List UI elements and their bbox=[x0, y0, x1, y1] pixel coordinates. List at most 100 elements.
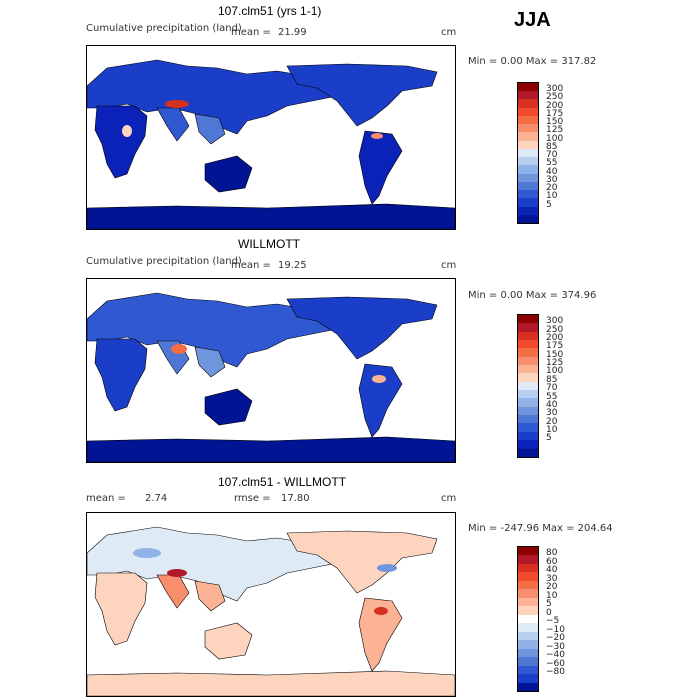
colorbar-tick-label: −30 bbox=[546, 641, 565, 652]
colorbar-swatch bbox=[518, 589, 538, 598]
panel2-mean-value: 19.25 bbox=[278, 260, 307, 271]
amazon-wet-spot bbox=[372, 375, 386, 383]
colorbar-swatch bbox=[518, 614, 538, 624]
colorbar-tick-label: 55 bbox=[546, 158, 558, 169]
colorbar-swatch bbox=[518, 198, 538, 207]
amazon-bias-spot bbox=[374, 607, 388, 615]
colorbar-tick-label: 40 bbox=[546, 399, 558, 410]
panel3-mean-label: mean = bbox=[86, 493, 126, 504]
eurasia-landmass bbox=[87, 526, 338, 602]
se-asia-landmass bbox=[194, 580, 226, 612]
season-label: JJA bbox=[514, 9, 551, 31]
colorbar-tick-label: 5 bbox=[546, 599, 552, 610]
north-america-landmass bbox=[286, 296, 438, 360]
panel2-units: cm bbox=[441, 260, 457, 271]
colorbar-tick-label: 30 bbox=[546, 573, 558, 584]
panel2-minmax: Min = 0.00 Max = 374.96 bbox=[468, 290, 597, 301]
colorbar-swatch bbox=[518, 107, 538, 116]
panel3-map-svg bbox=[87, 526, 455, 696]
colorbar-swatch bbox=[518, 572, 538, 581]
panel3-title: 107.clm51 - WILLMOTT bbox=[218, 475, 347, 489]
colorbar-tick-label: 60 bbox=[546, 556, 558, 567]
colorbar-swatch bbox=[518, 657, 538, 666]
colorbar-swatch bbox=[518, 398, 538, 407]
colorbar-swatch bbox=[518, 440, 538, 449]
colorbar-tick-label: −20 bbox=[546, 633, 565, 644]
colorbar-tick-label: 30 bbox=[546, 174, 558, 185]
antarctica-landmass bbox=[87, 436, 455, 462]
colorbar-tick-label: −80 bbox=[546, 667, 565, 678]
colorbar-swatch bbox=[518, 555, 538, 564]
colorbar-swatch bbox=[518, 83, 538, 92]
panel2-colorbar-labels: 300 250 200 175 150 125 100 85 70 55 40 30 20 10 5 bbox=[546, 314, 586, 456]
colorbar-tick-label: 10 bbox=[546, 590, 558, 601]
colorbar-tick-label: 100 bbox=[546, 133, 564, 144]
panel2-map-svg bbox=[87, 292, 455, 462]
se-asia-landmass bbox=[194, 346, 226, 378]
eurasia-landmass bbox=[87, 59, 338, 135]
monsoon-hotspot bbox=[171, 344, 187, 354]
colorbar-swatch bbox=[518, 631, 538, 641]
colorbar-swatch bbox=[518, 580, 538, 590]
africa-landmass bbox=[94, 572, 148, 646]
colorbar-swatch bbox=[518, 315, 538, 324]
colorbar-swatch bbox=[518, 640, 538, 649]
panel1-colorbar-labels: 300 250 200 175 150 125 100 85 70 55 40 30 20 10 5 bbox=[546, 82, 586, 222]
colorbar-swatch bbox=[518, 682, 538, 691]
south-asia-landmass bbox=[156, 574, 190, 609]
panel3-map bbox=[86, 512, 456, 697]
colorbar-tick-label: −40 bbox=[546, 650, 565, 661]
colorbar-swatch bbox=[518, 665, 538, 675]
colorbar-swatch bbox=[518, 340, 538, 349]
colorbar-tick-label: 10 bbox=[546, 424, 558, 435]
colorbar-swatch bbox=[518, 390, 538, 399]
colorbar-swatch bbox=[518, 124, 538, 133]
colorbar-swatch bbox=[518, 132, 538, 141]
colorbar-swatch bbox=[518, 190, 538, 199]
wet-bias-spot bbox=[167, 569, 187, 577]
colorbar-swatch bbox=[518, 623, 538, 632]
colorbar-swatch bbox=[518, 206, 538, 215]
colorbar-swatch bbox=[518, 597, 538, 607]
north-america-landmass bbox=[286, 63, 438, 127]
colorbar-tick-label: 20 bbox=[546, 183, 558, 194]
colorbar-tick-label: −60 bbox=[546, 658, 565, 669]
colorbar-tick-label: 85 bbox=[546, 374, 558, 385]
colorbar-swatch bbox=[518, 348, 538, 357]
colorbar-tick-label: 40 bbox=[546, 565, 558, 576]
colorbar-swatch bbox=[518, 148, 538, 158]
colorbar-swatch bbox=[518, 365, 538, 374]
africa-landmass bbox=[94, 105, 148, 179]
panel2-mean-label: mean = bbox=[231, 260, 271, 271]
colorbar-swatch bbox=[518, 406, 538, 416]
panel1-map-svg bbox=[87, 59, 455, 229]
africa-wet-spot bbox=[122, 125, 132, 137]
central-america-spot bbox=[371, 133, 383, 139]
colorbar-tick-label: 100 bbox=[546, 366, 564, 377]
se-asia-landmass bbox=[194, 113, 226, 145]
colorbar-tick-label: 250 bbox=[546, 324, 564, 335]
colorbar-swatch bbox=[518, 165, 538, 174]
monsoon-hotspot bbox=[165, 100, 189, 108]
colorbar-swatch bbox=[518, 181, 538, 191]
dry-bias-spot bbox=[133, 548, 161, 558]
colorbar-swatch bbox=[518, 356, 538, 366]
colorbar-swatch bbox=[518, 373, 538, 382]
colorbar-tick-label: 200 bbox=[546, 333, 564, 344]
na-dry-spot bbox=[377, 564, 397, 572]
colorbar-tick-label: 70 bbox=[546, 383, 558, 394]
africa-landmass bbox=[94, 338, 148, 412]
colorbar-tick-label: 70 bbox=[546, 150, 558, 161]
colorbar-tick-label: −10 bbox=[546, 624, 565, 635]
antarctica-landmass bbox=[87, 670, 455, 696]
panel3-minmax: Min = -247.96 Max = 204.64 bbox=[468, 523, 613, 534]
panel2-subtitle: Cumulative precipitation (land) bbox=[86, 256, 242, 267]
panel1-mean-value: 21.99 bbox=[278, 27, 307, 38]
south-asia-landmass bbox=[156, 107, 190, 142]
colorbar-tick-label: 40 bbox=[546, 166, 558, 177]
colorbar-swatch bbox=[518, 563, 538, 573]
panel3-rmse-value: 17.80 bbox=[281, 493, 310, 504]
colorbar-swatch bbox=[518, 415, 538, 424]
colorbar-tick-label: 5 bbox=[546, 433, 552, 444]
colorbar-swatch bbox=[518, 448, 538, 457]
